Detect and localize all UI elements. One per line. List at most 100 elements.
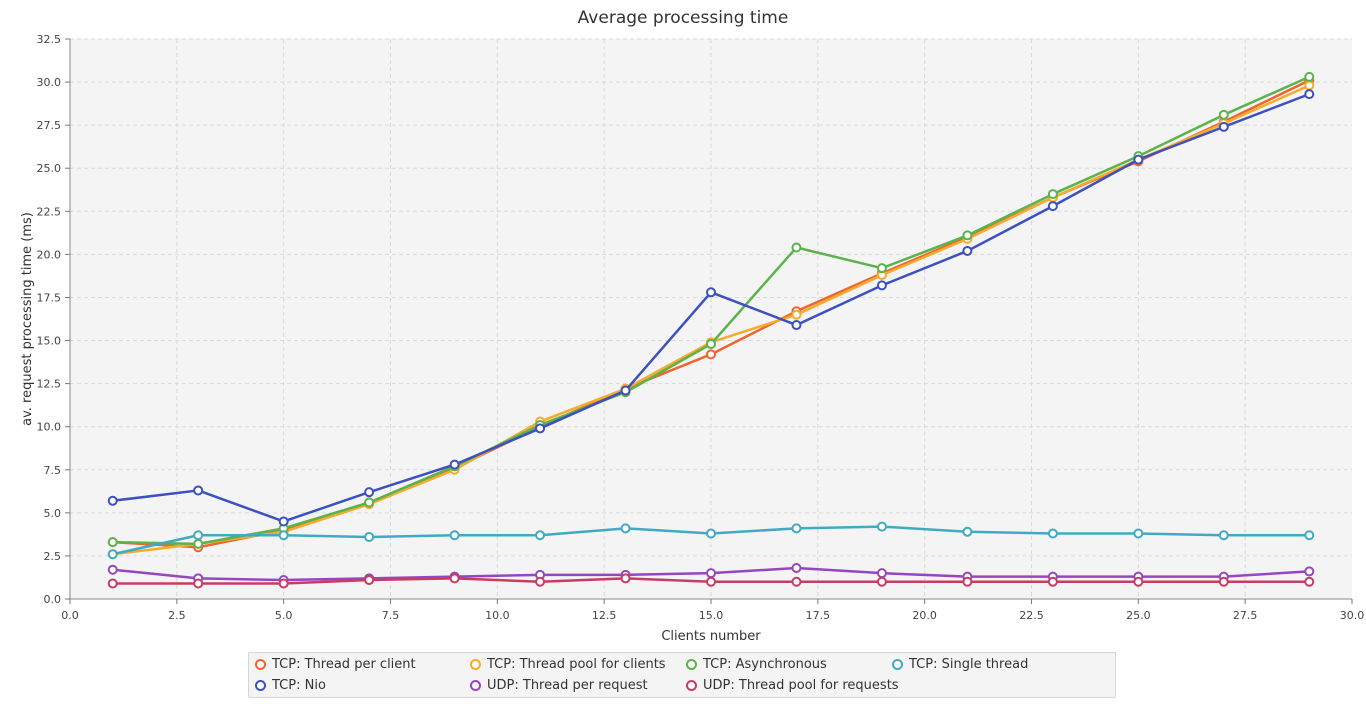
legend-item[interactable]: UDP: Thread pool for requests [686,678,899,693]
y-tick-label: 7.5 [44,464,62,477]
data-point[interactable] [107,564,118,575]
y-tick-label: 10.0 [37,421,62,434]
x-tick-label: 2.5 [168,609,186,622]
data-point[interactable] [1047,201,1058,212]
legend-marker-icon [255,659,266,670]
data-point[interactable] [620,385,631,396]
y-tick-label: 12.5 [37,378,62,391]
x-tick-label: 15.0 [699,609,724,622]
x-tick-label: 5.0 [275,609,293,622]
data-point[interactable] [791,242,802,253]
data-point[interactable] [107,549,118,560]
data-point[interactable] [1218,576,1229,587]
legend-label: TCP: Thread per client [272,657,416,672]
data-point[interactable] [876,521,887,532]
data-point[interactable] [620,573,631,584]
data-point[interactable] [1047,528,1058,539]
data-point[interactable] [278,516,289,527]
data-point[interactable] [107,495,118,506]
data-point[interactable] [791,309,802,320]
y-tick-label: 2.5 [44,550,62,563]
y-axis-ticks: 0.0 2.5 5.0 7.5 10.0 12.5 15.0 17.5 20.0 22.5 25.0… [37,33,70,606]
data-point[interactable] [535,423,546,434]
data-point[interactable] [791,562,802,573]
data-point[interactable] [876,576,887,587]
data-point[interactable] [962,576,973,587]
legend-marker-icon [255,680,266,691]
data-point[interactable] [1304,566,1315,577]
data-point[interactable] [278,578,289,589]
data-point[interactable] [1047,189,1058,200]
x-tick-label: 25.0 [1126,609,1151,622]
data-point[interactable] [1304,530,1315,541]
data-point[interactable] [278,530,289,541]
data-point[interactable] [1133,576,1144,587]
legend-marker-icon [470,680,481,691]
data-point[interactable] [1133,154,1144,165]
data-point[interactable] [193,538,204,549]
data-point[interactable] [962,230,973,241]
legend-item[interactable]: TCP: Asynchronous [686,657,827,672]
data-point[interactable] [706,338,716,349]
legend-item[interactable]: TCP: Single thread [892,657,1028,672]
x-axis-ticks: 0.0 2.5 5.0 7.5 10.0 12.5 15.0 17.5 20.0 22.5 25.0… [61,599,1364,622]
data-point[interactable] [364,487,375,498]
data-point[interactable] [1218,109,1229,120]
x-tick-label: 7.5 [382,609,400,622]
data-point[interactable] [193,578,204,589]
data-point[interactable] [1047,576,1058,587]
data-point[interactable] [535,530,546,541]
data-point[interactable] [1218,530,1229,541]
legend-item[interactable]: TCP: Thread pool for clients [470,657,666,672]
data-point[interactable] [706,349,716,360]
data-point[interactable] [1304,89,1315,100]
data-point[interactable] [791,576,802,587]
data-point[interactable] [791,320,802,331]
legend-item[interactable]: UDP: Thread per request [470,678,648,693]
data-point[interactable] [1218,121,1229,132]
data-point[interactable] [364,531,375,542]
data-point[interactable] [535,576,546,587]
data-point[interactable] [107,537,118,548]
data-point[interactable] [876,263,887,274]
legend-label: TCP: Asynchronous [703,657,827,672]
data-point[interactable] [706,576,716,587]
series-group [107,71,1315,589]
data-point[interactable] [1304,80,1315,91]
y-tick-label: 0.0 [44,593,62,606]
data-point[interactable] [107,578,118,589]
legend-item[interactable]: TCP: Thread per client [255,657,416,672]
data-point[interactable] [1304,71,1315,82]
data-point[interactable] [706,287,716,298]
data-point[interactable] [193,485,204,496]
series-4 [107,89,1315,527]
data-point[interactable] [876,568,887,579]
data-point[interactable] [620,523,631,534]
legend-label: UDP: Thread pool for requests [703,678,899,693]
legend-label: TCP: Single thread [909,657,1029,672]
data-point[interactable] [449,530,460,541]
data-point[interactable] [193,530,204,541]
y-tick-label: 15.0 [37,335,62,348]
data-point[interactable] [1304,576,1315,587]
data-point[interactable] [449,573,460,584]
data-point[interactable] [364,575,375,586]
data-point[interactable] [962,526,973,537]
data-point[interactable] [791,523,802,534]
legend: TCP: Thread per client TCP: Thread pool f… [248,652,1116,698]
legend-item[interactable]: TCP: Nio [255,678,326,693]
data-point[interactable] [962,245,973,256]
data-point[interactable] [876,280,887,291]
x-axis-label: Clients number [661,629,761,644]
data-point[interactable] [449,459,460,470]
x-tick-label: 12.5 [592,609,617,622]
data-point[interactable] [706,528,716,539]
legend-marker-icon [686,680,697,691]
data-point[interactable] [1133,528,1144,539]
line-chart: Average processing time 0.0 2.5 5.0 7.5 10.0… [20,8,1364,644]
y-axis-label: av. request processing time (ms) [20,212,35,426]
data-point[interactable] [364,497,375,508]
series-6 [107,573,1315,589]
data-point[interactable] [706,568,716,579]
y-tick-label: 25.0 [37,162,62,175]
